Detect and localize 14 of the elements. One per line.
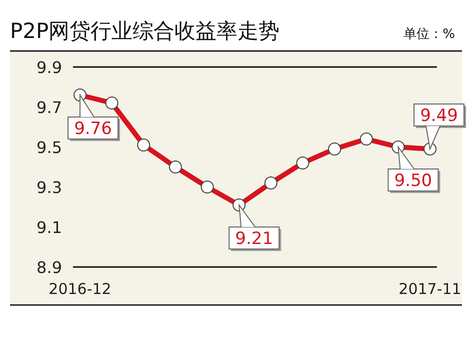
y-tick-label: 8.9 — [36, 258, 62, 277]
data-label: 9.21 — [235, 229, 274, 249]
y-tick-label: 9.7 — [36, 98, 62, 117]
y-tick-label: 9.9 — [36, 58, 62, 77]
data-label: 9.49 — [420, 106, 458, 126]
data-label: 9.50 — [394, 171, 432, 191]
chart-title: P2P网贷行业综合收益率走势 — [10, 19, 280, 43]
y-tick-label: 9.3 — [36, 178, 62, 197]
data-label: 9.76 — [74, 119, 112, 139]
x-tick-label: 2016-12 — [48, 280, 112, 298]
x-tick-label: 2017-11 — [398, 280, 462, 298]
text: 单位：% — [404, 27, 455, 42]
y-tick-label: 9.5 — [36, 138, 62, 157]
y-tick-label: 9.1 — [36, 218, 62, 237]
